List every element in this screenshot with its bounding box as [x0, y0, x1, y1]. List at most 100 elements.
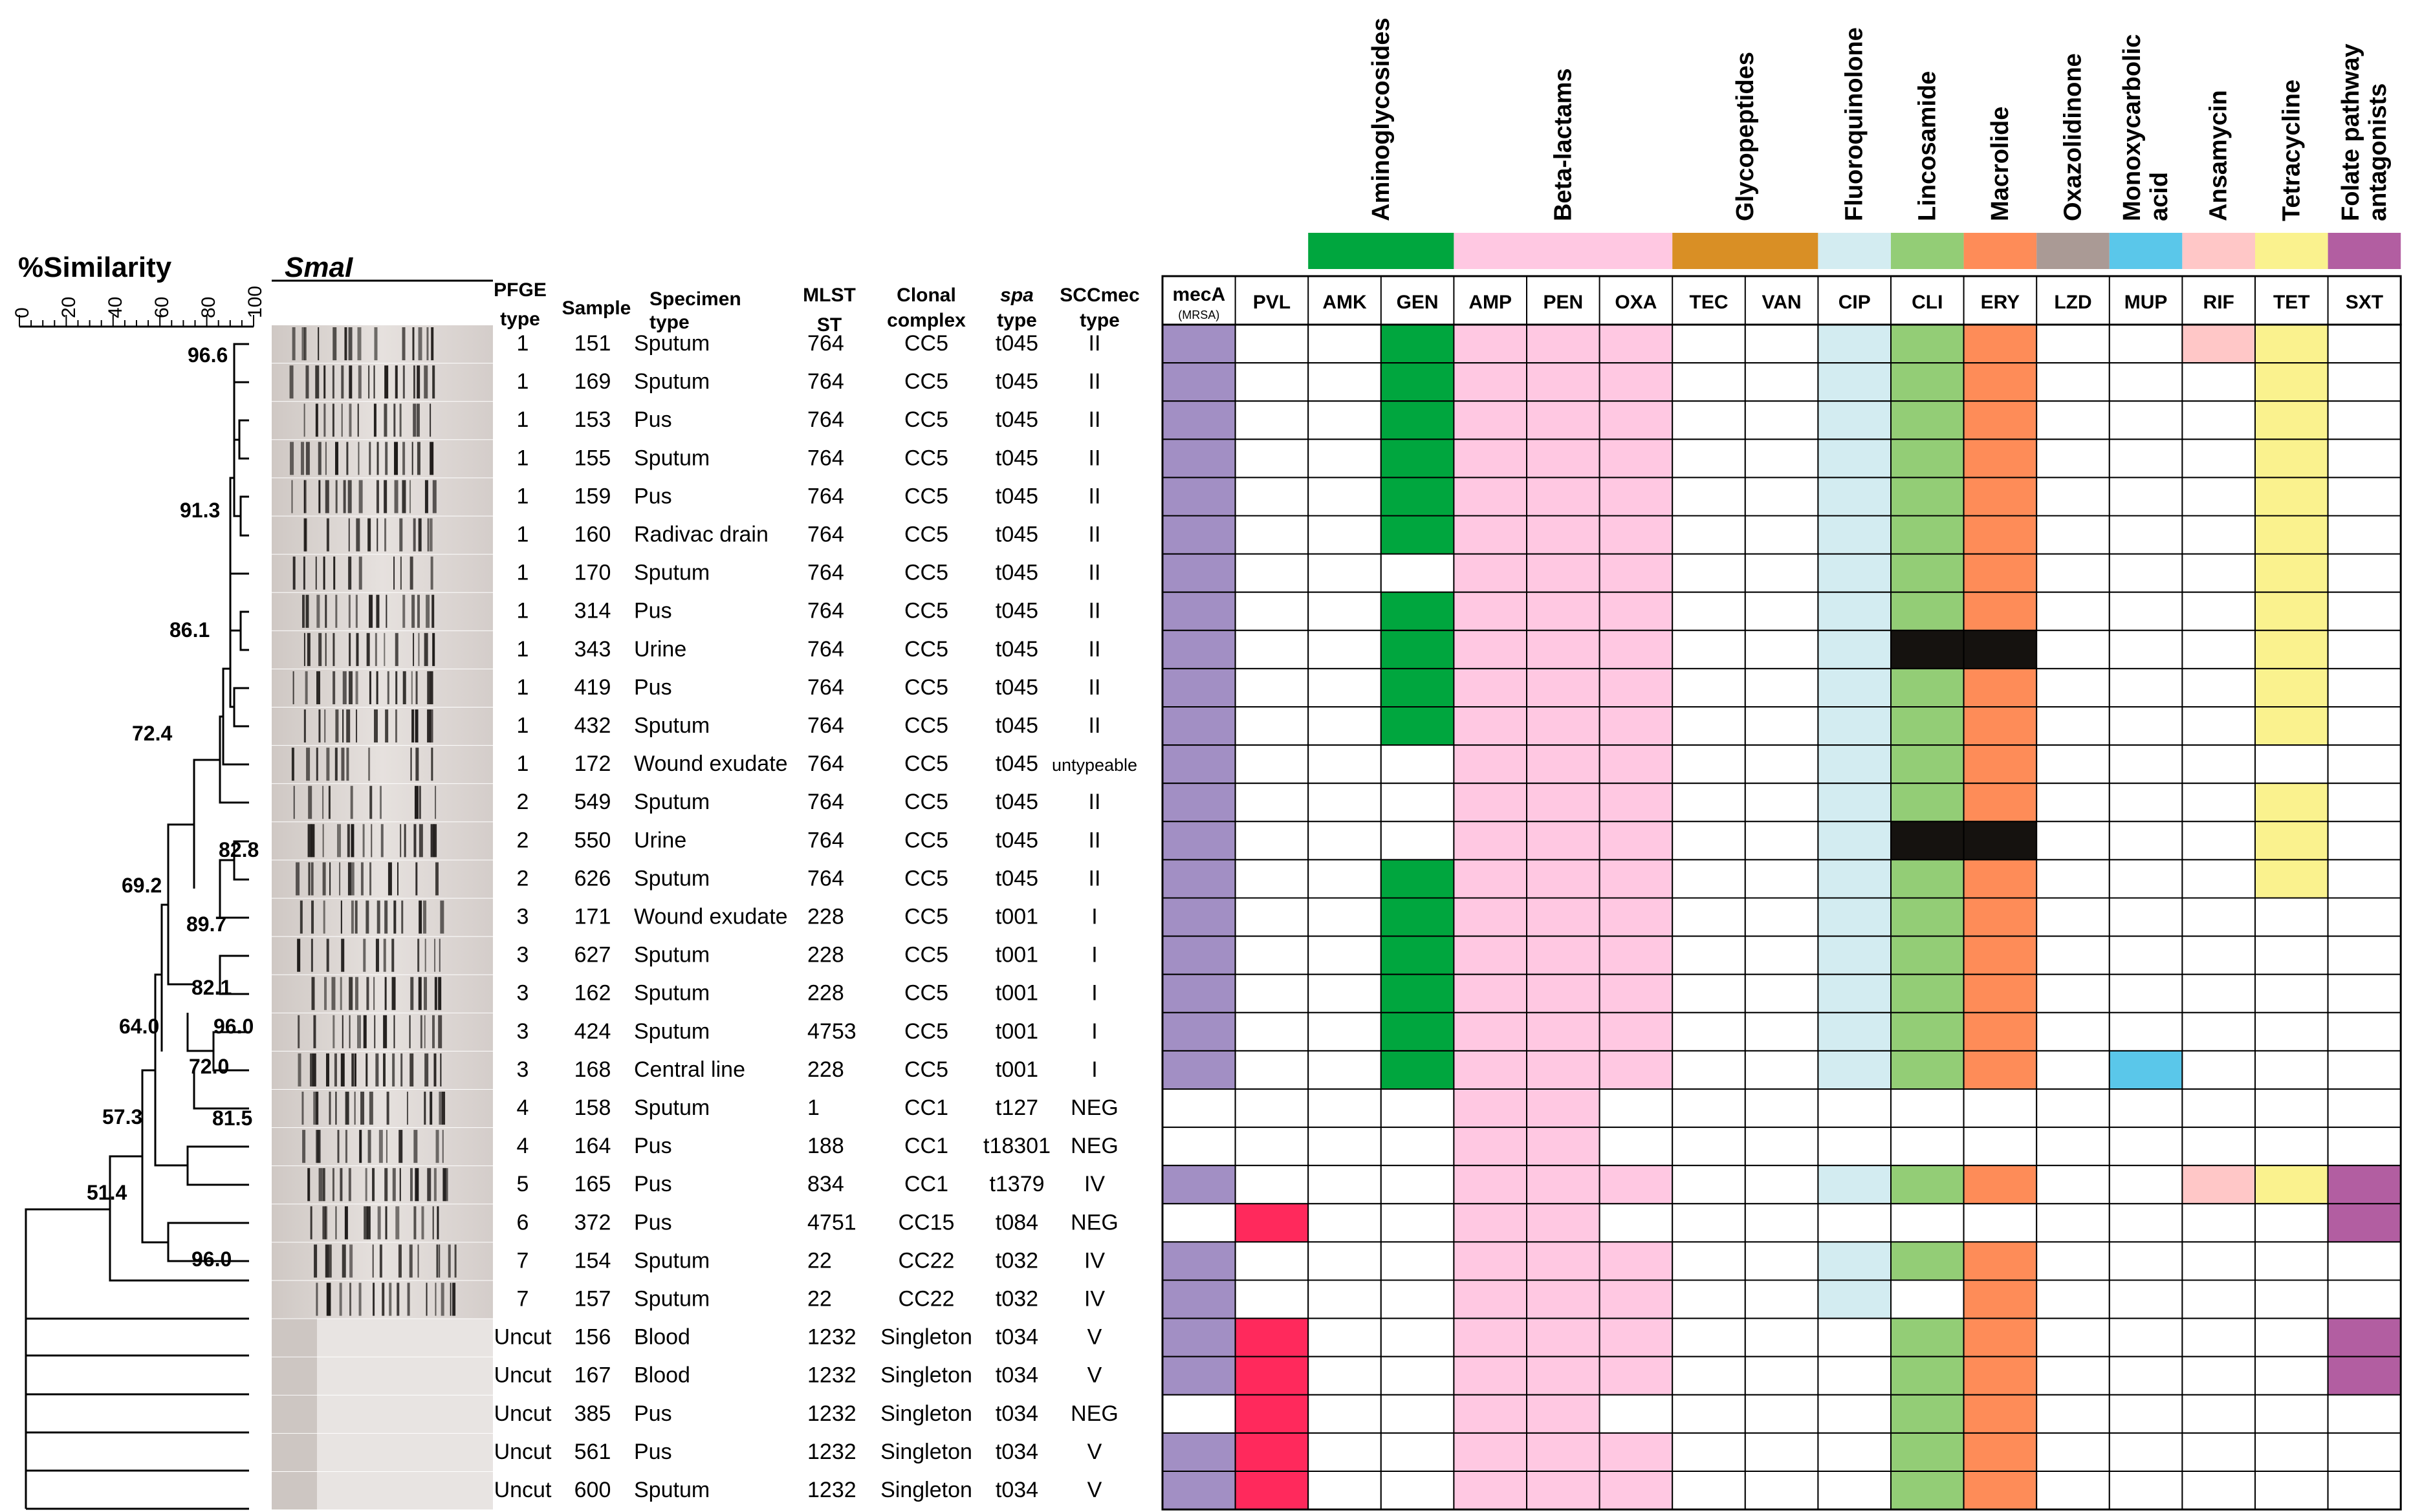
node-label: 51.4 — [87, 1181, 127, 1204]
resistance-cell — [1307, 629, 1382, 669]
resistance-cell — [1453, 324, 1527, 364]
node-label: 72.0 — [189, 1055, 229, 1078]
category-band — [1672, 233, 1818, 269]
sample-row: 1 343 Urine 764 CC5 t045 II — [517, 637, 1101, 662]
gel-lane — [272, 440, 493, 478]
resistance-cell — [1963, 515, 2038, 555]
resistance-cell — [1744, 362, 1819, 402]
resistance-cell — [1963, 477, 2038, 517]
resistance-cell — [2181, 1088, 2256, 1129]
clonal-complex: CC5 — [904, 484, 948, 508]
resistance-cell — [2181, 1165, 2256, 1205]
resistance-cell — [1744, 629, 1819, 669]
sample-id: 154 — [574, 1248, 611, 1273]
resistance-cell — [1963, 973, 2038, 1013]
resistance-cell — [1817, 744, 1892, 784]
resistance-cell — [2036, 1127, 2110, 1167]
resistance-cell — [2108, 973, 2183, 1013]
resistance-cell — [2327, 783, 2402, 823]
resistance-cell — [1453, 1432, 1527, 1472]
sample-id: 167 — [574, 1363, 611, 1388]
resistance-cell — [2108, 859, 2183, 899]
resistance-cell — [1598, 1432, 1674, 1472]
resistance-cell — [2181, 591, 2256, 631]
scc-type: II — [1089, 407, 1101, 432]
resistance-cell — [1672, 783, 1746, 823]
resistance-cell — [1380, 821, 1455, 861]
clonal-complex: CC5 — [904, 790, 948, 814]
resistance-cell — [1890, 1317, 1965, 1357]
resistance-cell — [2181, 629, 2256, 669]
gel-lane — [272, 1166, 493, 1204]
clonal-complex: CC1 — [904, 1134, 948, 1158]
specimen-type: Wound exudate — [634, 751, 788, 776]
resistance-cell — [1890, 1203, 1965, 1243]
resistance-cell — [2181, 1355, 2256, 1396]
resistance-cell — [1744, 1165, 1819, 1205]
resistance-cell — [2254, 1165, 2329, 1205]
mlst-st: 188 — [807, 1134, 844, 1158]
column-header: ERY — [1981, 292, 2020, 313]
gel-image — [272, 325, 493, 1510]
pfge-type: Uncut — [494, 1325, 552, 1350]
node-label: 57.3 — [102, 1105, 142, 1129]
resistance-cell — [1672, 591, 1746, 631]
resistance-cell — [1526, 1088, 1600, 1129]
resistance-cell — [1744, 1050, 1819, 1090]
spa-type: t045 — [996, 331, 1038, 356]
resistance-cell — [2254, 744, 2329, 784]
resistance-cell — [1526, 1432, 1600, 1472]
resistance-cell — [1744, 859, 1819, 899]
column-header: CLI — [1912, 292, 1943, 313]
resistance-cell — [1307, 553, 1382, 593]
resistance-cell — [1744, 324, 1819, 364]
resistance-cell — [1890, 821, 1965, 861]
sample-row: 7 154 Sputum 22 CC22 t032 IV — [517, 1248, 1106, 1273]
specimen-type: Pus — [634, 484, 672, 508]
resistance-cell — [2254, 1355, 2329, 1396]
category-label: Monoxycarbolic — [2119, 34, 2146, 221]
clonal-complex: Singleton — [880, 1440, 972, 1464]
resistance-cell — [1817, 783, 1892, 823]
pfge-type: 3 — [517, 905, 529, 929]
resistance-cell — [1890, 744, 1965, 784]
resistance-cell — [1162, 1471, 1236, 1511]
resistance-cell — [2108, 1317, 2183, 1357]
spa-type: t032 — [996, 1287, 1038, 1312]
node-label: 64.0 — [119, 1015, 159, 1038]
clonal-complex: CC15 — [899, 1210, 955, 1235]
sample-row: 1 170 Sputum 764 CC5 t045 II — [517, 561, 1101, 585]
specimen-type: Central line — [634, 1057, 745, 1082]
resistance-cell — [1380, 1203, 1455, 1243]
spa-type: t045 — [996, 637, 1038, 662]
specimen-type: Pus — [634, 1440, 672, 1464]
resistance-cell — [1890, 935, 1965, 975]
resistance-cell — [1526, 1050, 1600, 1090]
category-label: Macrolide — [1987, 107, 2014, 221]
resistance-cell — [1162, 324, 1236, 364]
resistance-cell — [1817, 706, 1892, 746]
resistance-cell — [1234, 744, 1309, 784]
spa-type: t034 — [996, 1440, 1038, 1464]
scc-type: I — [1091, 1019, 1097, 1044]
resistance-cell — [1963, 400, 2038, 440]
pfge-type: 1 — [517, 675, 529, 700]
clonal-complex: Singleton — [880, 1401, 972, 1426]
resistance-cell — [1380, 706, 1455, 746]
resistance-cell — [2327, 1165, 2402, 1205]
resistance-cell — [1672, 973, 1746, 1013]
resistance-cell — [2108, 1471, 2183, 1511]
gel-lane — [272, 1242, 493, 1280]
resistance-cell — [1162, 744, 1236, 784]
category-label: acid — [2146, 172, 2173, 221]
scc-type: IV — [1084, 1287, 1105, 1312]
sample-id: 627 — [574, 943, 611, 967]
resistance-cell — [1598, 1011, 1674, 1052]
resistance-cell — [2108, 821, 2183, 861]
resistance-cell — [1234, 1241, 1309, 1281]
resistance-cell — [1380, 553, 1455, 593]
specimen-type: Wound exudate — [634, 905, 788, 929]
resistance-cell — [1672, 515, 1746, 555]
pfge-type: Uncut — [494, 1478, 552, 1502]
sample-id: 600 — [574, 1478, 611, 1502]
